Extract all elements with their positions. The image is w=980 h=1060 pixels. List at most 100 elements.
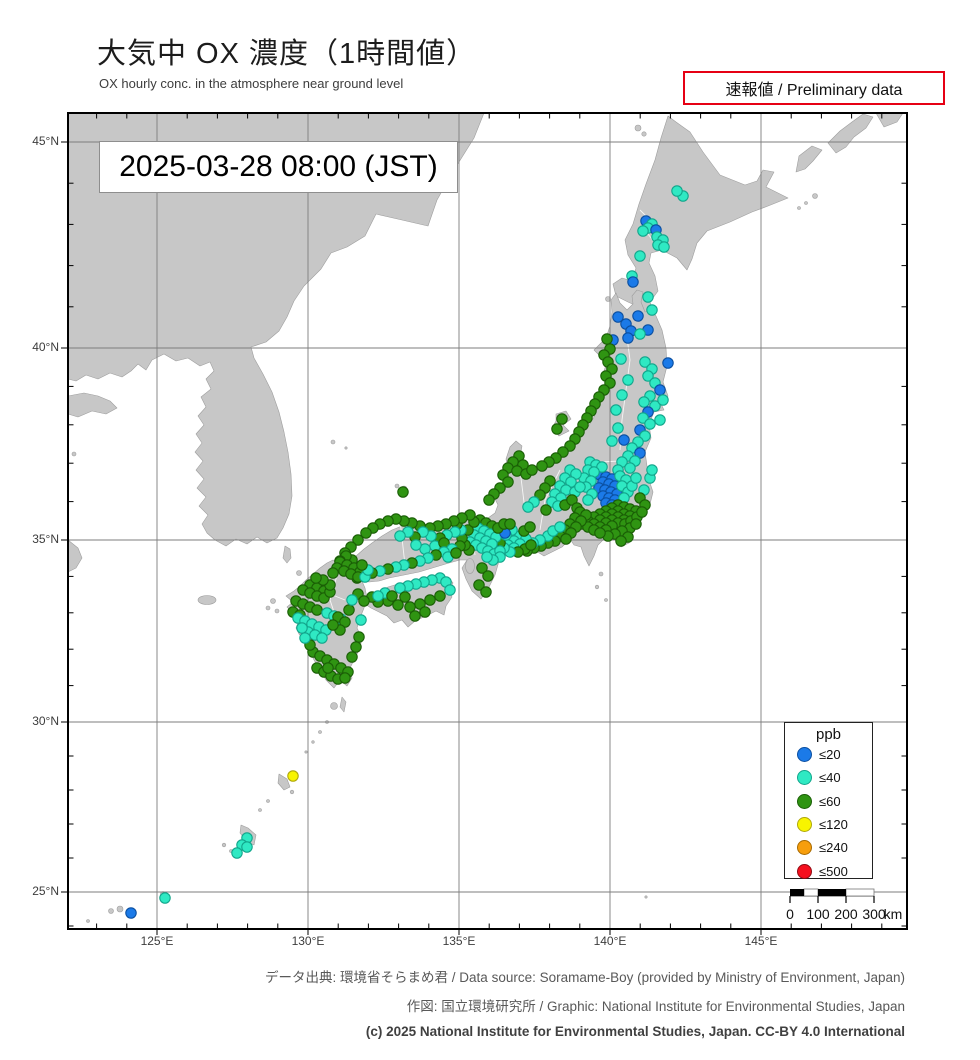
station-dot xyxy=(646,464,658,476)
station-dot xyxy=(372,590,384,602)
station-dot xyxy=(504,518,516,530)
station-dot xyxy=(316,632,328,644)
station-dot xyxy=(606,435,618,447)
land-kunashiri xyxy=(795,145,823,173)
station-dot xyxy=(612,422,624,434)
land-etorofu xyxy=(827,113,874,154)
station-dot xyxy=(296,622,308,634)
station-dot xyxy=(394,530,406,542)
station-dot xyxy=(671,185,683,197)
land-oki-2 xyxy=(394,483,400,489)
station-dot xyxy=(622,374,634,386)
station-dot xyxy=(582,494,594,506)
legend-color-dot xyxy=(797,747,812,763)
station-dot xyxy=(632,310,644,322)
station-dot xyxy=(327,619,339,631)
station-dot xyxy=(646,304,658,316)
station-dot xyxy=(654,384,666,396)
land-okushiri xyxy=(605,296,611,302)
station-dot xyxy=(601,333,613,345)
station-dot xyxy=(481,551,493,563)
lat-label: 45°N xyxy=(32,134,59,148)
station-dot xyxy=(231,847,243,859)
land-yakushima xyxy=(330,702,338,710)
legend-item-label: ≤60 xyxy=(819,793,841,809)
legend-color-dot xyxy=(797,793,812,809)
station-dot xyxy=(311,604,323,616)
lon-label: 135°E xyxy=(442,934,476,948)
legend-item: ≤120 xyxy=(785,813,872,836)
station-dot xyxy=(355,614,367,626)
station-dot xyxy=(399,591,411,603)
land-kikai xyxy=(289,789,295,795)
land-habomai-1 xyxy=(804,201,808,205)
station-dot xyxy=(634,328,646,340)
legend-item: ≤20 xyxy=(785,743,872,766)
station-dot xyxy=(642,291,654,303)
station-dot xyxy=(482,570,494,582)
land-goto-2 xyxy=(265,605,271,611)
station-dot xyxy=(356,559,368,571)
station-dot xyxy=(339,672,351,684)
land-jeju xyxy=(197,595,217,605)
map-frame xyxy=(67,112,908,930)
legend-item: ≤500 xyxy=(785,859,872,882)
station-dot xyxy=(644,418,656,430)
station-dot xyxy=(424,594,436,606)
station-dot xyxy=(343,604,355,616)
legend-item: ≤40 xyxy=(785,766,872,789)
page-title: 大気中 OX 濃度（1時間値） xyxy=(97,38,477,70)
land-ishigaki xyxy=(116,905,124,913)
legend-color-dot xyxy=(797,840,812,856)
station-dot xyxy=(327,567,339,579)
station-dot xyxy=(526,464,538,476)
lon-label: 125°E xyxy=(140,934,174,948)
station-dot xyxy=(394,582,406,594)
station-dot xyxy=(657,394,669,406)
station-dot xyxy=(322,662,334,674)
station-dot xyxy=(524,521,536,533)
footer-copyright: (c) 2025 National Institute for Environm… xyxy=(365,1024,905,1039)
lon-label: 140°E xyxy=(593,934,627,948)
graticule-lines xyxy=(68,113,907,929)
land-rebun xyxy=(641,131,647,137)
station-dot xyxy=(353,631,365,643)
station-dot xyxy=(658,241,670,253)
station-dot xyxy=(360,527,372,539)
station-dot xyxy=(634,250,646,262)
land-goto-1 xyxy=(270,598,276,604)
station-dot xyxy=(473,579,485,591)
station-dot xyxy=(450,547,462,559)
land-habomai-2 xyxy=(797,206,801,210)
station-dot xyxy=(560,533,572,545)
land-rishiri xyxy=(634,124,642,132)
station-dot xyxy=(159,892,171,904)
station-dot xyxy=(480,586,492,598)
station-dot xyxy=(556,413,568,425)
station-dot xyxy=(551,423,563,435)
legend-item-label: ≤500 xyxy=(819,863,848,879)
land-tsushima xyxy=(282,545,292,564)
legend-item-label: ≤240 xyxy=(819,840,848,856)
land-yonaguni xyxy=(86,919,90,923)
station-dot xyxy=(310,572,322,584)
legend-item-label: ≤40 xyxy=(819,770,841,786)
scalebar-segment-white xyxy=(803,888,819,897)
station-dot xyxy=(610,404,622,416)
land-tanegashima xyxy=(339,696,347,713)
legend-rows: ≤20 ≤40 ≤60 ≤120 ≤240 ≤500 xyxy=(785,743,872,883)
station-dot xyxy=(636,506,648,518)
legend-item: ≤240 xyxy=(785,836,872,859)
station-dot xyxy=(536,460,548,472)
land-shandong xyxy=(67,392,118,418)
station-dot xyxy=(540,504,552,516)
station-dot xyxy=(522,501,534,513)
legend: ppb ≤20 ≤40 ≤60 ≤120 ≤240 ≤500 xyxy=(784,722,873,879)
station-dot xyxy=(392,599,404,611)
station-dot xyxy=(409,610,421,622)
station-dot xyxy=(630,518,642,530)
station-dot xyxy=(404,601,416,613)
land-yoron xyxy=(258,808,262,812)
station-dot xyxy=(637,225,649,237)
